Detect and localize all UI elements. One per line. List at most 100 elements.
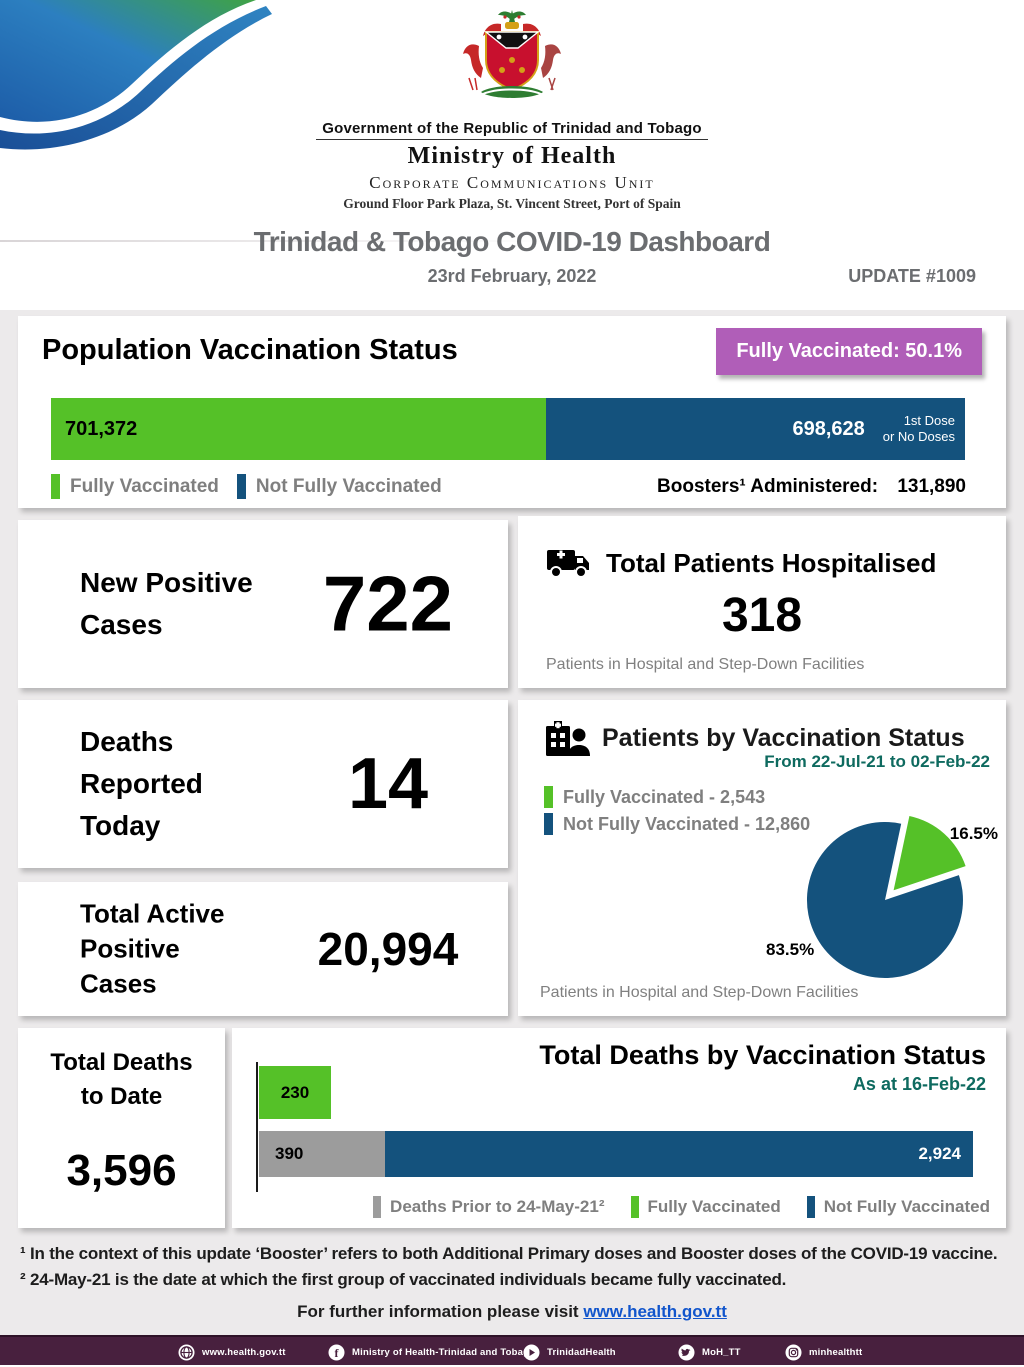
footnote-booster: ¹ In the context of this update ‘Booster…: [20, 1244, 998, 1263]
total-deaths-label: Total Deaths to Date: [18, 1046, 225, 1113]
footnote-date: ² 24-May-21 is the date at which the fir…: [20, 1270, 787, 1289]
first-dose-label: 1st Dose or No Doses: [883, 413, 955, 446]
pie-blue-percentage: 83.5%: [766, 940, 815, 959]
not-fully-vaccinated-count: 698,628: [792, 417, 865, 440]
ambulance-icon: [547, 550, 589, 578]
boosters-administered: Boosters¹ Administered: 131,890: [657, 476, 966, 498]
bar-not-fully-vaccinated: 2,924: [385, 1131, 973, 1177]
coat-of-arms: [463, 10, 561, 98]
patients-by-vaccination-panel: Patients by Vaccination Status From 22-J…: [518, 700, 1006, 1016]
update-number: UPDATE #1009: [848, 266, 976, 286]
total-deaths-label-line2: to Date: [80, 1082, 163, 1110]
facebook-icon: f: [328, 1344, 345, 1360]
footer-facebook-label: Ministry of Health-Trinidad and Tobago: [352, 1346, 536, 1358]
unit-name: Corporate Communications Unit: [369, 173, 655, 192]
government-line: Government of the Republic of Trinidad a…: [316, 120, 708, 140]
patients-vaccination-pie-chart: [806, 816, 966, 978]
hospitalised-caption: Patients in Hospital and Step-Down Facil…: [546, 656, 865, 673]
social-footer: www.health.gov.tt f Ministry of Health-T…: [0, 1335, 1024, 1365]
population-vaccination-title: Population Vaccination Status: [42, 334, 458, 366]
footer-website[interactable]: www.health.gov.tt: [178, 1337, 286, 1367]
not-fully-vaccinated-legend-marker: [236, 474, 246, 499]
instagram-icon: [785, 1344, 802, 1360]
twitter-icon: [678, 1344, 695, 1360]
deaths-chart-legend: Deaths Prior to 24-May-21² Fully Vaccina…: [373, 1196, 990, 1218]
not-fully-vaccinated-legend-label: Not Fully Vaccinated: [823, 1197, 990, 1216]
footer-youtube[interactable]: TrinidadHealth: [523, 1337, 616, 1367]
bar-deaths-prior: 390: [259, 1131, 385, 1177]
fully-vaccinated-badge: Fully Vaccinated: 50.1%: [716, 328, 982, 375]
legend-fully-vaccinated: Fully Vaccinated: [630, 1196, 781, 1218]
deaths-by-vaccination-subtitle: As at 16-Feb-22: [852, 1074, 986, 1094]
not-fully-vaccinated-legend-label: Not Fully Vaccinated - 12,860: [563, 813, 811, 834]
pie-legend-not-fully-vaccinated: Not Fully Vaccinated - 12,860: [544, 813, 810, 835]
fully-vaccinated-legend-marker: [51, 474, 60, 499]
fully-vaccinated-legend-label: Fully Vaccinated - 2,543: [563, 786, 766, 807]
pie-green-percentage: 16.5%: [949, 824, 998, 843]
footer-website-label: www.health.gov.tt: [202, 1346, 286, 1358]
health-website-link[interactable]: www.health.gov.tt: [583, 1302, 727, 1321]
first-dose-line1: 1st Dose: [903, 412, 955, 428]
pie-slice-not-fully-vaccinated: [806, 821, 963, 978]
fully-vaccinated-legend-label: Fully Vaccinated: [70, 475, 219, 497]
first-dose-line2: or No Doses: [882, 429, 955, 444]
ministry-address: Ground Floor Park Plaza, St. Vincent Str…: [343, 196, 681, 211]
dashboard-title: Trinidad & Tobago COVID-19 Dashboard: [253, 226, 771, 257]
not-fully-vaccinated-legend-label: Not Fully Vaccinated: [255, 475, 442, 497]
fully-vaccinated-bar-segment: 701,372: [51, 398, 547, 460]
total-hospitalised-panel: Total Patients Hospitalised 318 Patients…: [518, 516, 1006, 688]
not-fully-vaccinated-bar-segment: 698,628 1st Dose or No Doses: [546, 398, 965, 460]
deaths-reported-today-panel: Deaths Reported Today 14: [18, 700, 508, 868]
bar-row-combined: 390 2,924: [259, 1131, 973, 1177]
total-active-cases-panel: Total Active Positive Cases 20,994: [18, 882, 508, 1016]
svg-text:f: f: [335, 1346, 340, 1360]
youtube-icon: [523, 1344, 540, 1360]
further-information-line: For further information please visit www…: [0, 1302, 1024, 1322]
deaths-by-vaccination-panel: Total Deaths by Vaccination Status As at…: [232, 1028, 1006, 1228]
total-deaths-panel: Total Deaths to Date 3,596: [18, 1028, 225, 1228]
vaccination-stacked-bar: 701,372 698,628 1st Dose or No Doses: [51, 398, 965, 460]
fully-vaccinated-legend-label: Fully Vaccinated: [647, 1197, 781, 1216]
fully-vaccinated-legend-marker: [544, 786, 553, 808]
bar-fully-vaccinated: 230: [259, 1066, 331, 1119]
ministry-name: Ministry of Health: [407, 143, 617, 169]
new-positive-cases-value: 722: [322, 559, 454, 648]
total-deaths-value: 3,596: [66, 1146, 177, 1195]
population-vaccination-panel: Population Vaccination Status Fully Vacc…: [18, 316, 1006, 508]
not-fully-vaccinated-legend-marker: [806, 1196, 815, 1218]
footer-twitter-label: MoH_TT: [702, 1346, 741, 1358]
total-hospitalised-title: Total Patients Hospitalised: [606, 547, 937, 578]
footer-twitter[interactable]: MoH_TT: [678, 1337, 741, 1367]
vaccination-legend: Fully Vaccinated Not Fully Vaccinated Bo…: [51, 474, 966, 499]
patients-by-vaccination-title: Patients by Vaccination Status: [602, 723, 965, 752]
footer-instagram-label: minhealthtt: [809, 1346, 863, 1358]
chart-axis-line: [256, 1062, 258, 1192]
not-fully-vaccinated-legend-marker: [544, 813, 553, 835]
footer-facebook[interactable]: f Ministry of Health-Trinidad and Tobago: [328, 1337, 535, 1367]
total-hospitalised-value: 318: [721, 589, 803, 642]
new-positive-cases-label: New Positive Cases: [80, 567, 253, 640]
deaths-prior-legend-label: Deaths Prior to 24-May-21²: [390, 1197, 605, 1216]
active-cases-label: Total Active Positive Cases: [80, 898, 225, 999]
info-prefix: For further information please visit: [297, 1302, 584, 1321]
total-deaths-label-line1: Total Deaths: [50, 1049, 193, 1076]
legend-not-fully-vaccinated: Not Fully Vaccinated: [806, 1196, 990, 1218]
active-cases-value: 20,994: [317, 923, 459, 975]
pie-slice-fully-vaccinated: [893, 816, 966, 891]
legend-deaths-prior: Deaths Prior to 24-May-21²: [373, 1196, 605, 1218]
footer-youtube-label: TrinidadHealth: [547, 1346, 616, 1358]
footer-instagram[interactable]: minhealthtt: [785, 1337, 862, 1367]
boosters-label: Boosters¹ Administered:: [657, 475, 879, 497]
pie-legend-fully-vaccinated: Fully Vaccinated - 2,543: [544, 786, 765, 808]
deaths-prior-legend-marker: [373, 1196, 382, 1218]
globe-icon: [178, 1344, 195, 1360]
dashboard-date: 23rd February, 2022: [427, 266, 597, 286]
deaths-by-vaccination-title: Total Deaths by Vaccination Status: [539, 1040, 986, 1070]
corner-swoosh-decoration: [0, 0, 272, 150]
boosters-value: 131,890: [897, 475, 966, 497]
header-divider-line: [0, 240, 560, 242]
hospital-patient-icon: [546, 721, 590, 756]
deaths-today-value: 14: [347, 744, 429, 824]
ministry-header: Government of the Republic of Trinidad a…: [0, 8, 1024, 212]
deaths-today-label: Deaths Reported Today: [80, 726, 203, 841]
